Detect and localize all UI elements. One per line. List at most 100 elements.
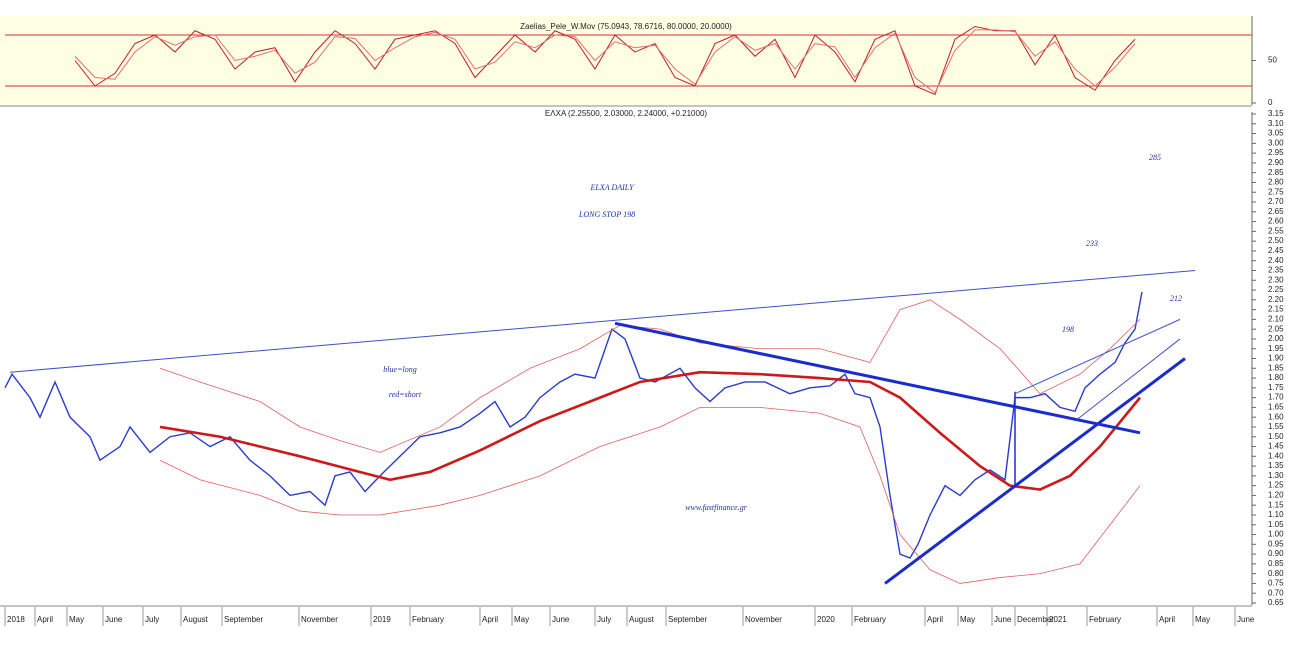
annotation: 198: [1062, 325, 1074, 334]
y-tick-label: 2.40: [1268, 256, 1284, 265]
y-tick-label: 1.15: [1268, 500, 1284, 509]
y-tick-label: 2.75: [1268, 187, 1284, 196]
y-tick-label: 1.00: [1268, 530, 1284, 539]
y-tick-label: 1.75: [1268, 383, 1284, 392]
x-tick-label: 2020: [817, 615, 835, 624]
y-tick-label: 2.25: [1268, 285, 1284, 294]
y-tick-label: 0.85: [1268, 559, 1284, 568]
y-tick-label: 0.95: [1268, 539, 1284, 548]
y-tick-label: 0.80: [1268, 569, 1284, 578]
x-tick-label: May: [69, 615, 84, 624]
trendline: [1074, 338, 1181, 422]
y-tick-label: 2.55: [1268, 226, 1284, 235]
annotation: blue=long: [383, 365, 416, 374]
pane-title: ΕΛΧΑ (2.25500, 2.03000, 2.24000, +0.2100…: [545, 109, 707, 118]
annotation: red=short: [389, 390, 422, 399]
x-tick-label: April: [927, 615, 943, 624]
y-tick-label: 1.20: [1268, 491, 1284, 500]
x-tick-label: June: [994, 615, 1012, 624]
x-tick-label: February: [412, 615, 444, 624]
annotation: 233: [1086, 239, 1098, 248]
series-line: [159, 407, 1141, 584]
y-tick-label: 1.95: [1268, 344, 1284, 353]
y-tick-label: 50: [1268, 56, 1277, 65]
x-tick-label: June: [552, 615, 570, 624]
y-tick-label: 1.80: [1268, 373, 1284, 382]
y-tick-label: 1.90: [1268, 354, 1284, 363]
annotation: ELXA DAILY: [589, 183, 635, 192]
y-tick-label: 1.30: [1268, 471, 1284, 480]
x-tick-label: August: [629, 615, 655, 624]
x-tick-label: July: [145, 615, 159, 624]
series-line: [74, 25, 1136, 96]
x-tick-label: April: [37, 615, 53, 624]
y-tick-label: 1.45: [1268, 442, 1284, 451]
y-tick-label: 2.05: [1268, 324, 1284, 333]
x-tick-label: May: [514, 615, 529, 624]
y-tick-label: 3.10: [1268, 119, 1284, 128]
x-tick-label: June: [105, 615, 123, 624]
y-tick-label: 1.70: [1268, 393, 1284, 402]
y-tick-label: 0.75: [1268, 579, 1284, 588]
y-tick-label: 2.45: [1268, 246, 1284, 255]
x-tick-label: December: [1017, 615, 1054, 624]
y-tick-label: 2.20: [1268, 295, 1284, 304]
pane-background: [0, 16, 1252, 105]
y-tick-label: 3.15: [1268, 109, 1284, 118]
annotation: www.fastfinance.gr: [685, 503, 748, 512]
y-tick-label: 0.70: [1268, 588, 1284, 597]
y-tick-label: 2.10: [1268, 314, 1284, 323]
y-tick-label: 1.50: [1268, 432, 1284, 441]
y-tick-label: 3.05: [1268, 129, 1284, 138]
y-tick-label: 2.30: [1268, 275, 1284, 284]
trendline: [9, 269, 1196, 373]
trendline: [1014, 318, 1181, 395]
y-tick-label: 2.95: [1268, 148, 1284, 157]
y-tick-label: 0.90: [1268, 549, 1284, 558]
y-tick-label: 2.70: [1268, 197, 1284, 206]
y-tick-label: 1.40: [1268, 451, 1284, 460]
y-tick-label: 2.60: [1268, 217, 1284, 226]
x-tick-label: July: [597, 615, 611, 624]
x-tick-label: April: [482, 615, 498, 624]
x-tick-label: September: [668, 615, 707, 624]
y-tick-label: 3.00: [1268, 138, 1284, 147]
y-tick-label: 1.65: [1268, 403, 1284, 412]
y-tick-label: 2.65: [1268, 207, 1284, 216]
y-tick-label: 2.90: [1268, 158, 1284, 167]
y-tick-label: 1.05: [1268, 520, 1284, 529]
annotation: LONG STOP 198: [578, 210, 635, 219]
x-tick-label: June: [1237, 615, 1255, 624]
x-tick-label: February: [1089, 615, 1121, 624]
y-tick-label: 2.50: [1268, 236, 1284, 245]
y-tick-label: 2.15: [1268, 305, 1284, 314]
annotation: 212: [1170, 294, 1182, 303]
x-tick-label: September: [224, 615, 263, 624]
x-tick-label: 2021: [1049, 615, 1067, 624]
y-tick-label: 1.85: [1268, 363, 1284, 372]
y-tick-label: 1.10: [1268, 510, 1284, 519]
y-tick-label: 0: [1268, 98, 1273, 107]
y-tick-label: 0.65: [1268, 598, 1284, 607]
y-tick-label: 2.80: [1268, 178, 1284, 187]
y-tick-label: 1.25: [1268, 481, 1284, 490]
series-line: [74, 29, 1136, 94]
x-tick-label: November: [745, 615, 782, 624]
pane-title: Zaelias_Pele_W.Mov (75.0943, 78.6716, 80…: [520, 22, 732, 31]
x-tick-label: April: [1159, 615, 1175, 624]
x-tick-label: November: [301, 615, 338, 624]
y-tick-label: 1.35: [1268, 461, 1284, 470]
x-tick-label: 2019: [373, 615, 391, 624]
x-tick-label: May: [960, 615, 975, 624]
series-line: [159, 370, 1142, 491]
x-tick-label: August: [183, 615, 209, 624]
trendline: [884, 357, 1186, 585]
annotation: 285: [1149, 153, 1161, 162]
x-tick-label: 2018: [7, 615, 25, 624]
trendline: [614, 321, 1141, 435]
y-tick-label: 2.35: [1268, 266, 1284, 275]
y-tick-label: 1.55: [1268, 422, 1284, 431]
x-tick-label: May: [1195, 615, 1210, 624]
y-tick-label: 2.00: [1268, 334, 1284, 343]
